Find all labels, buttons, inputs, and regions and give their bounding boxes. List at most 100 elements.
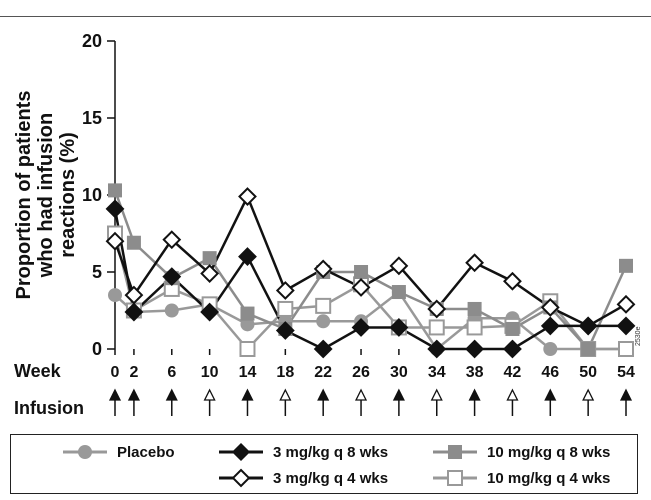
point-4-14 [239, 341, 256, 357]
point-3-26 [351, 277, 371, 297]
x-tick-label-6: 6 [167, 364, 176, 381]
legend-marker-10mg-8wks [433, 445, 477, 459]
infusion-arrow-10 [203, 388, 216, 416]
chart: Proportion of patients who had infusion re… [13, 31, 642, 418]
point-4-34 [428, 319, 445, 336]
infusion-arrow-6 [165, 388, 178, 416]
infusion-arrow-54 [619, 388, 633, 416]
point-0-22 [316, 314, 331, 329]
legend-label-3mg-8wks: 3 mg/kg q 8 wks [273, 443, 389, 461]
figure-code: 2530e [635, 326, 642, 346]
infusion-arrow-head-38 [468, 388, 481, 401]
y-tick-label-5: 5 [92, 262, 102, 282]
y-axis-label-line-0: Proportion of patients [13, 91, 35, 300]
infusion-arrow-34 [430, 388, 443, 416]
y-axis-label: Proportion of patients who had infusion re… [13, 91, 79, 300]
x-tick-label-54: 54 [617, 364, 635, 381]
y-tick-label-0: 0 [92, 339, 102, 359]
x-tick-label-50: 50 [579, 364, 597, 381]
week-row-label: Week [14, 361, 62, 381]
legend-label-10mg-8wks: 10 mg/kg q 8 wks [487, 443, 611, 461]
point-1-50 [578, 316, 598, 336]
x-tick-label-14: 14 [239, 364, 257, 381]
x-tick-label-34: 34 [428, 364, 446, 381]
infusion-arrow-46 [544, 388, 557, 416]
point-1-26 [351, 318, 371, 337]
point-1-54 [616, 316, 636, 336]
point-3-46 [540, 298, 560, 317]
point-1-38 [465, 339, 485, 359]
legend-marker-placebo [63, 445, 107, 459]
infusion-arrow-0 [108, 388, 122, 416]
point-2-38 [467, 301, 482, 316]
y-tick-label-15: 15 [82, 108, 102, 128]
x-tick-label-46: 46 [541, 364, 559, 381]
point-3-6 [162, 230, 182, 250]
x-tick-label-42: 42 [504, 364, 522, 381]
point-4-38 [466, 319, 483, 336]
x-tick-label-26: 26 [352, 364, 370, 381]
point-2-10 [202, 251, 217, 266]
infusion-arrow-head-26 [354, 388, 368, 401]
point-2-26 [354, 265, 369, 279]
point-0-6 [164, 303, 179, 318]
point-2-42 [505, 321, 520, 336]
infusion-arrow-head-14 [241, 388, 254, 401]
x-tick-label-0: 0 [111, 364, 120, 381]
y-axis-label-line-2: reactions (%) [57, 132, 79, 258]
infusion-arrow-22 [317, 388, 330, 416]
x-tick-label-2: 2 [129, 364, 138, 381]
point-1-0 [105, 199, 125, 219]
point-1-34 [427, 339, 447, 359]
legend-item-10mg-8wks: 10 mg/kg q 8 wks [431, 441, 610, 463]
legend-marker-10mg-4wks [433, 470, 477, 486]
infusion-arrow-50 [582, 388, 595, 416]
point-3-34 [427, 299, 447, 319]
point-1-10 [200, 302, 220, 322]
infusion-arrow-head-46 [544, 388, 557, 401]
infusion-arrows [108, 388, 633, 416]
legend-item-10mg-4wks: 10 mg/kg q 4 wks [431, 467, 610, 489]
point-3-22 [313, 259, 333, 279]
infusion-arrow-head-10 [203, 388, 216, 401]
infusion-arrow-14 [241, 388, 254, 416]
legend-marker-3mg-4wks [219, 468, 263, 488]
point-1-6 [162, 267, 182, 287]
series-markers [105, 183, 636, 359]
y-axis-label-line-1: who had infusion [35, 113, 57, 278]
point-4-18 [277, 300, 294, 317]
infusion-arrow-head-50 [582, 388, 595, 401]
x-tick-label-22: 22 [314, 364, 332, 381]
infusion-arrow-head-34 [430, 388, 443, 401]
infusion-arrow-head-22 [317, 388, 330, 401]
point-2-0 [108, 183, 122, 198]
legend: Placebo 3 mg/kg q 8 wks 10 mg/kg q 8 wks… [10, 434, 638, 494]
infusion-arrow-2 [127, 388, 140, 416]
x-axis: 0 2 6 10 14 18 22 26 30 34 38 42 46 50 54 [111, 349, 635, 381]
point-3-14 [238, 187, 257, 206]
point-1-2 [124, 302, 144, 322]
y-tick-label-20: 20 [82, 31, 102, 51]
point-3-18 [275, 281, 295, 300]
infusion-arrow-head-42 [506, 388, 519, 401]
legend-label-placebo: Placebo [117, 443, 175, 461]
point-0-46 [543, 342, 558, 356]
point-3-30 [389, 256, 409, 276]
point-3-0 [105, 231, 125, 251]
infusion-arrow-head-6 [165, 388, 178, 401]
point-1-22 [313, 339, 333, 359]
point-2-54 [619, 258, 633, 273]
point-3-54 [616, 294, 636, 314]
point-2-2 [126, 235, 141, 250]
y-tick-label-10: 10 [82, 185, 102, 205]
infusion-row-label: Infusion [14, 398, 84, 418]
point-4-54 [618, 341, 634, 357]
point-3-38 [465, 253, 485, 273]
infusion-arrow-head-0 [108, 388, 122, 401]
infusion-arrow-42 [506, 388, 519, 416]
point-3-10 [200, 264, 220, 283]
legend-label-10mg-4wks: 10 mg/kg q 4 wks [487, 469, 611, 487]
infusion-arrow-head-2 [127, 388, 140, 401]
point-2-30 [391, 285, 406, 300]
point-2-14 [240, 306, 255, 321]
